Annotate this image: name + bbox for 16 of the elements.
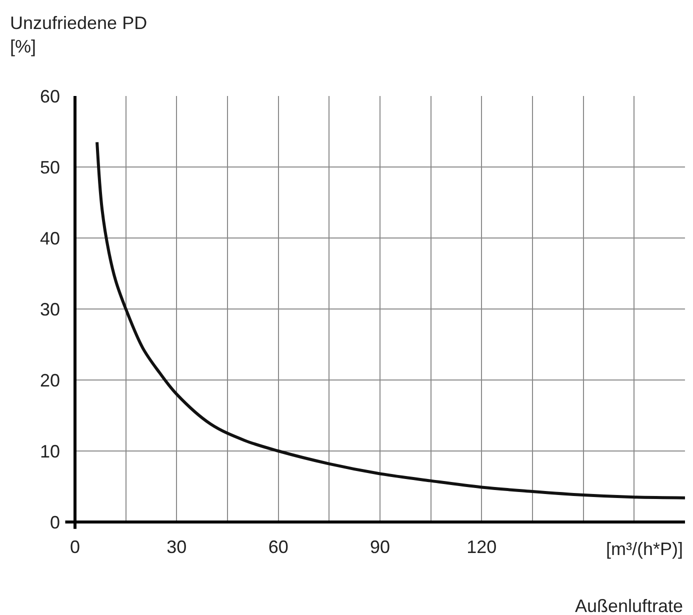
y-tick-label: 10 — [40, 441, 60, 462]
x-tick-label: 60 — [268, 537, 288, 557]
x-tick-label: 120 — [466, 537, 497, 557]
x-tick-label: 30 — [166, 537, 187, 557]
y-tick-label: 20 — [40, 370, 60, 390]
text: [m³/(h*P)] — [606, 539, 684, 559]
line-series — [96, 140, 685, 500]
y-tick-label: 50 — [40, 157, 60, 178]
y-axis-title: Unzufriedene PD [%] — [10, 13, 148, 56]
x-tick-label: 0 — [70, 537, 80, 557]
y-tick-label: 40 — [40, 228, 60, 248]
x-tick-label: 90 — [370, 537, 390, 557]
y-tick-label: 0 — [50, 512, 60, 532]
y-tick-label: 30 — [40, 299, 60, 320]
x-axis-title: Außenluftrate — [575, 596, 684, 615]
y-tick-label: 60 — [40, 86, 60, 106]
